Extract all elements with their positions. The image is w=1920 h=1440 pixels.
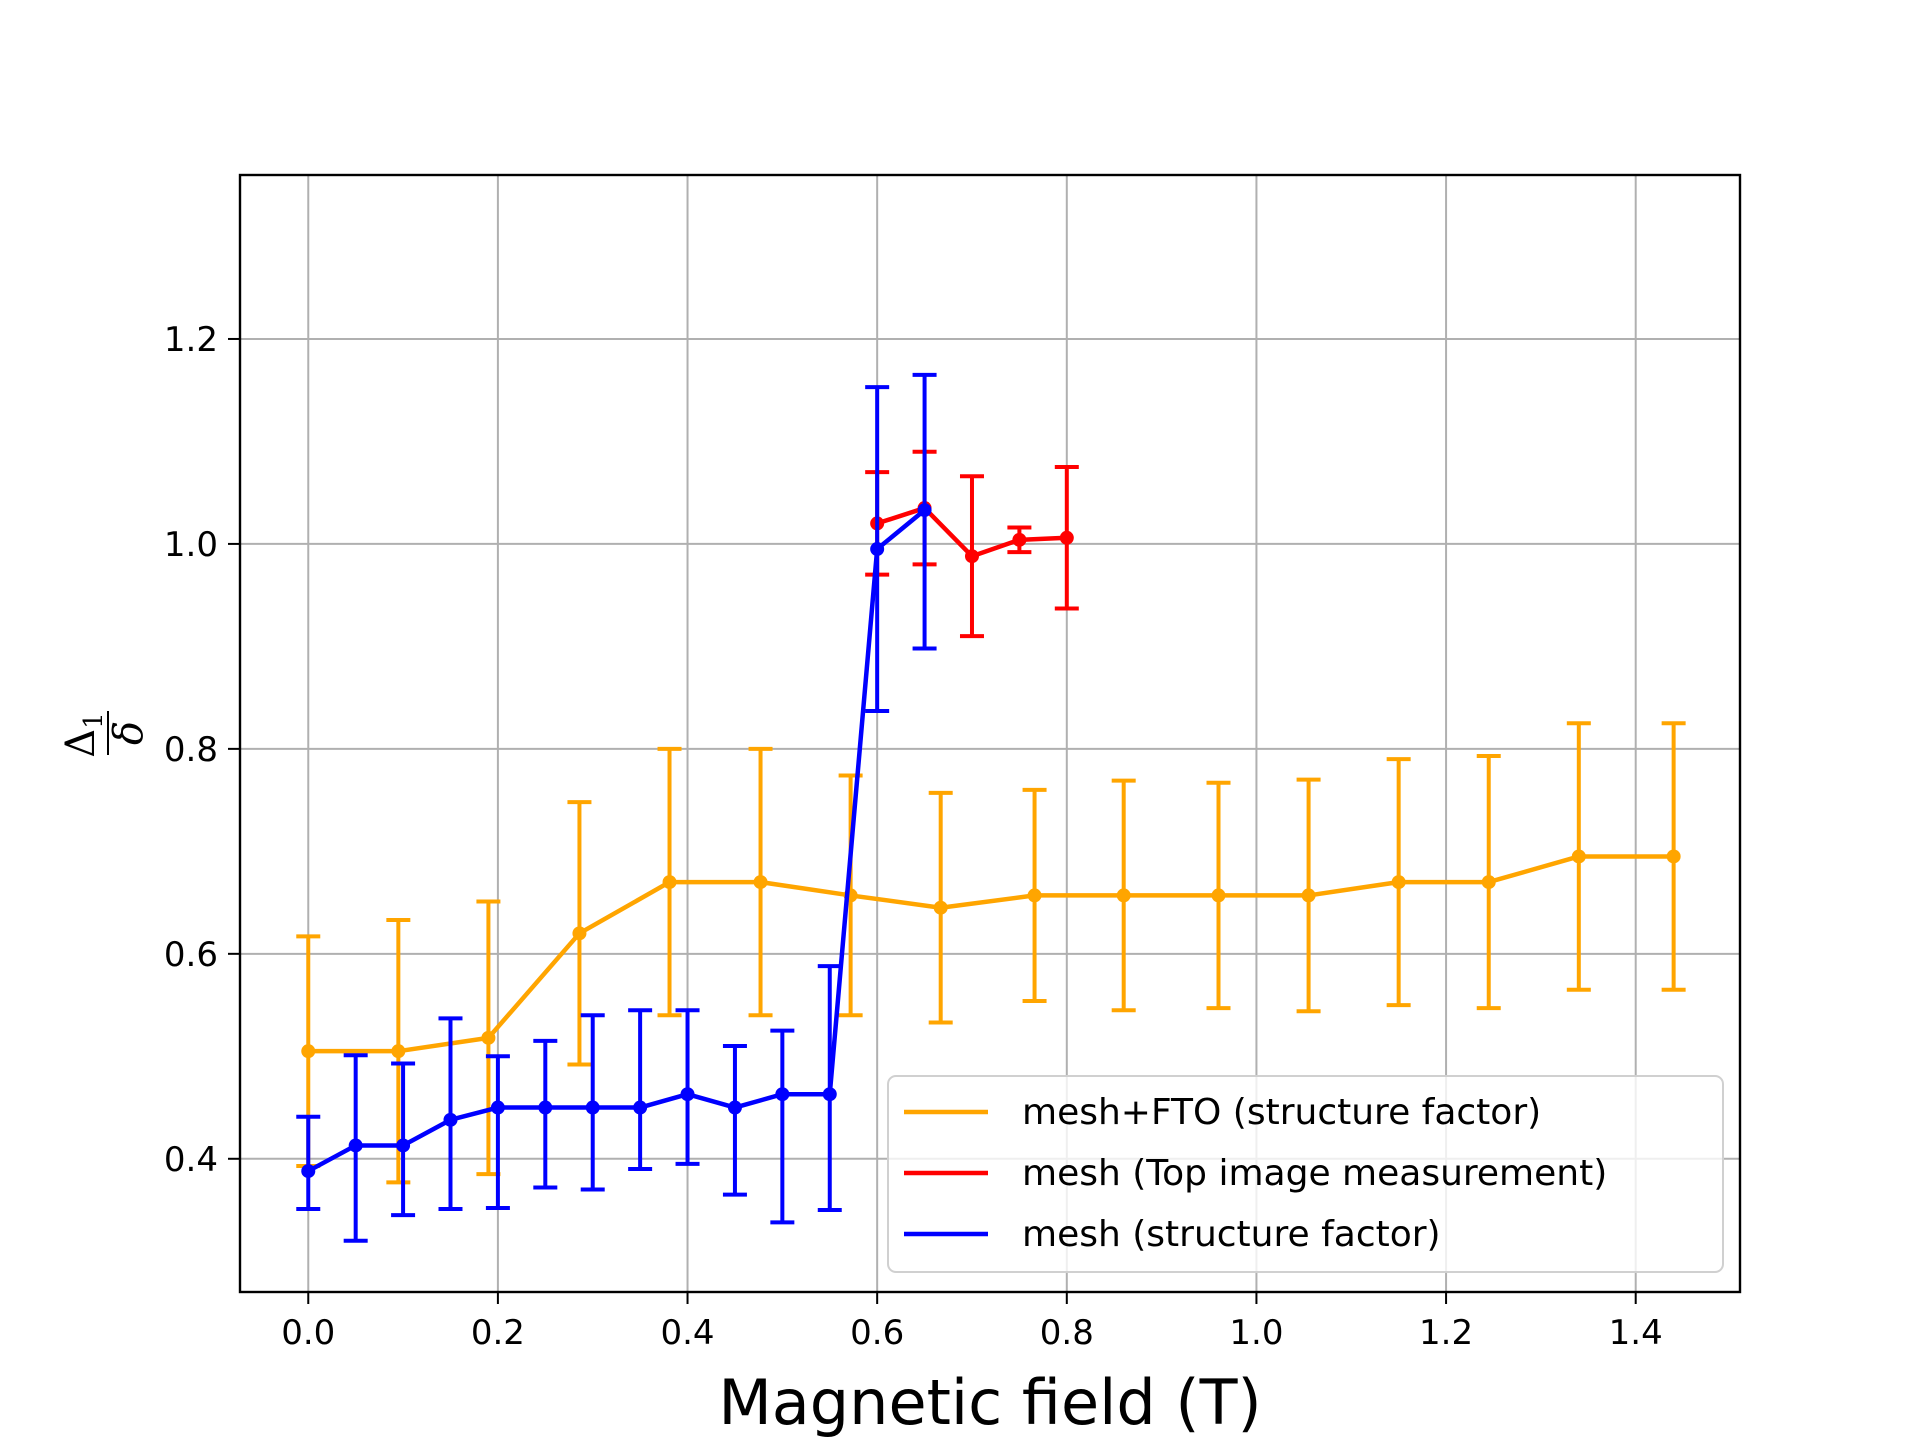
data-point bbox=[870, 542, 885, 557]
data-point bbox=[1059, 530, 1074, 545]
x-tick-label: 0.6 bbox=[850, 1313, 904, 1353]
y-label-denominator: δ bbox=[106, 721, 152, 745]
y-axis: 0.4 0.6 0.8 1.0 1.2 bbox=[164, 320, 240, 1180]
data-point bbox=[1027, 888, 1042, 903]
legend-label: mesh+FTO (structure factor) bbox=[1022, 1092, 1541, 1133]
data-point bbox=[633, 1100, 648, 1115]
y-axis-label: Δ1 δ bbox=[58, 711, 152, 758]
series-0 bbox=[296, 721, 1686, 1185]
y-tick-label: 1.2 bbox=[164, 320, 218, 360]
legend-label: mesh (Top image measurement) bbox=[1022, 1153, 1607, 1194]
x-tick-label: 1.4 bbox=[1609, 1313, 1663, 1353]
data-point bbox=[1012, 532, 1027, 547]
data-point bbox=[917, 503, 932, 518]
x-tick-label: 0.2 bbox=[471, 1313, 525, 1353]
data-point bbox=[1481, 875, 1496, 890]
x-tick-label: 0.8 bbox=[1040, 1313, 1094, 1353]
data-point bbox=[348, 1138, 363, 1153]
x-axis: 0.0 0.2 0.4 0.6 0.8 1.0 1.2 1.4 bbox=[281, 1292, 1663, 1353]
legend-entry: mesh (structure factor) bbox=[904, 1214, 1441, 1255]
data-point bbox=[301, 1164, 316, 1179]
x-axis-label: Magnetic field (T) bbox=[718, 1366, 1261, 1439]
data-point bbox=[1301, 888, 1316, 903]
data-point bbox=[396, 1138, 411, 1153]
data-point bbox=[753, 875, 768, 890]
legend-label: mesh (structure factor) bbox=[1022, 1214, 1441, 1255]
series-layer bbox=[296, 372, 1686, 1243]
data-point bbox=[933, 900, 948, 915]
data-point bbox=[680, 1087, 695, 1102]
data-point bbox=[481, 1030, 496, 1045]
data-point bbox=[572, 926, 587, 941]
data-point bbox=[443, 1112, 458, 1127]
legend: mesh+FTO (structure factor) mesh (Top ima… bbox=[887, 1075, 1724, 1273]
y-tick-label: 1.0 bbox=[164, 525, 218, 565]
plot-frame bbox=[238, 173, 1742, 1294]
data-point bbox=[662, 875, 677, 890]
data-point bbox=[1666, 849, 1681, 864]
y-label-numerator: Δ bbox=[58, 729, 104, 758]
y-tick-label: 0.6 bbox=[164, 935, 218, 975]
x-tick-label: 0.4 bbox=[660, 1313, 714, 1353]
data-point bbox=[490, 1100, 505, 1115]
x-tick-label: 1.2 bbox=[1419, 1313, 1473, 1353]
y-tick-label: 0.8 bbox=[164, 730, 218, 770]
data-point bbox=[1391, 875, 1406, 890]
data-point bbox=[538, 1100, 553, 1115]
y-label-subscript: 1 bbox=[79, 712, 109, 729]
data-point bbox=[1211, 888, 1226, 903]
legend-entry: mesh+FTO (structure factor) bbox=[904, 1092, 1541, 1133]
data-point bbox=[1571, 849, 1586, 864]
data-point bbox=[1116, 888, 1131, 903]
data-point bbox=[727, 1100, 742, 1115]
legend-entry: mesh (Top image measurement) bbox=[904, 1153, 1607, 1194]
series-2 bbox=[296, 372, 937, 1243]
x-tick-label: 1.0 bbox=[1229, 1313, 1283, 1353]
data-point bbox=[301, 1044, 316, 1059]
x-tick-label: 0.0 bbox=[281, 1313, 335, 1353]
svg-text:Δ1: Δ1 bbox=[58, 712, 109, 757]
data-point bbox=[822, 1087, 837, 1102]
data-point bbox=[964, 549, 979, 564]
data-point bbox=[585, 1100, 600, 1115]
y-tick-label: 0.4 bbox=[164, 1140, 218, 1180]
legend-box bbox=[887, 1075, 1724, 1273]
data-point bbox=[775, 1087, 790, 1102]
data-point bbox=[391, 1044, 406, 1059]
series-line bbox=[308, 854, 1674, 1054]
series-line bbox=[307, 508, 927, 1174]
